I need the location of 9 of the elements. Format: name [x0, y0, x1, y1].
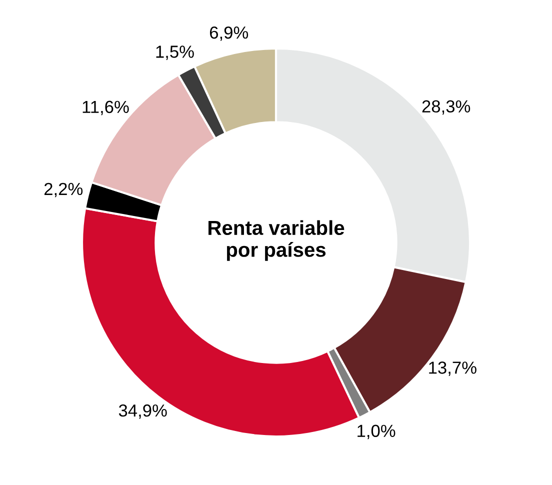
data-label: 34,9%: [118, 404, 167, 419]
data-label: 1,0%: [358, 424, 396, 440]
data-label: 28,3%: [422, 100, 470, 115]
data-label: 13,7%: [429, 362, 476, 376]
data-label: 11,6%: [82, 100, 129, 116]
data-label: 2,2%: [44, 182, 83, 198]
data-label: 1,5%: [156, 46, 194, 60]
text: Renta variable por países: [208, 220, 344, 261]
data-label: 6,9%: [210, 26, 248, 41]
